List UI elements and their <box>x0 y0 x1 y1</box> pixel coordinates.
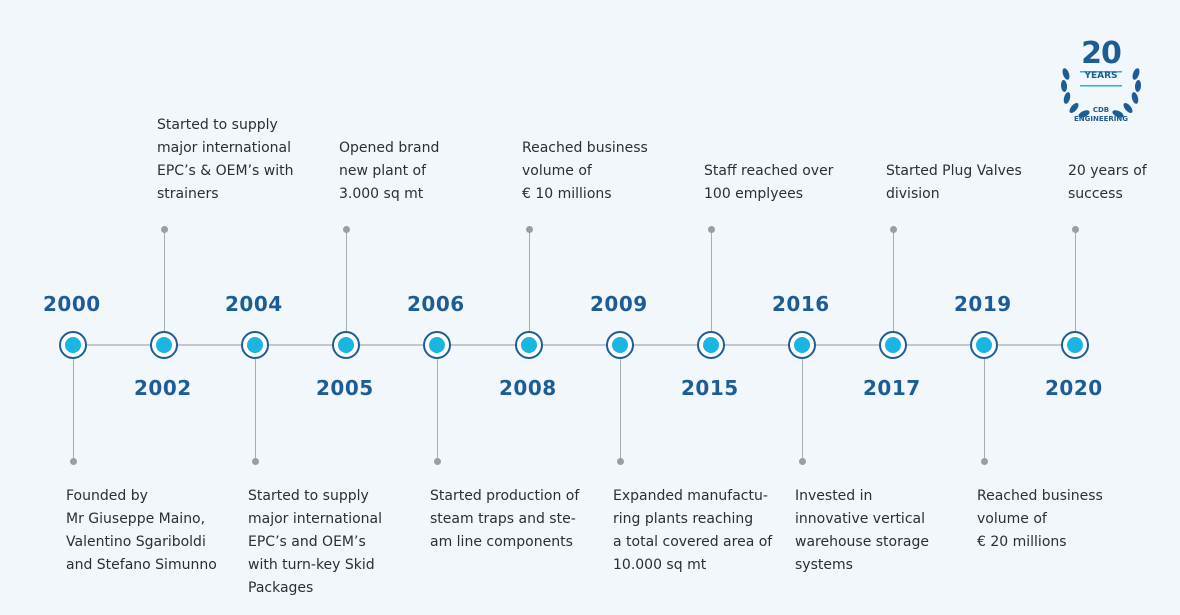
milestone-description: Invested in innovative vertical warehous… <box>795 488 929 573</box>
milestone-connector <box>73 359 74 461</box>
milestone-description: Started to supply major international EP… <box>157 117 294 202</box>
milestone-endpoint <box>890 226 897 233</box>
milestone-endpoint <box>252 458 259 465</box>
milestone-description: Staff reached over 100 emplyees <box>704 163 834 202</box>
milestone-endpoint <box>1072 226 1079 233</box>
milestone-connector <box>984 359 985 461</box>
timeline-axis <box>72 344 1074 346</box>
milestone-endpoint <box>526 226 533 233</box>
milestone-description: 20 years of success <box>1068 163 1147 202</box>
milestone-year: 2000 <box>43 292 101 316</box>
milestone-connector <box>346 229 347 331</box>
milestone-node <box>788 331 816 359</box>
badge-company-name: CDB ENGINEERING <box>1073 106 1128 123</box>
milestone-description: Expanded manufactu- ring plants reaching… <box>613 488 773 573</box>
anniversary-badge: 20 YEARS CDB ENGINEERING <box>1052 36 1150 134</box>
milestone-year: 2017 <box>863 376 921 400</box>
badge-number: 20 <box>1081 36 1122 71</box>
milestone-connector <box>620 359 621 461</box>
milestone-description: Reached business volume of € 20 millions <box>977 488 1103 550</box>
milestone-node <box>241 331 269 359</box>
badge-years-label: YEARS <box>1084 71 1118 81</box>
milestone-connector <box>802 359 803 461</box>
milestone-connector <box>893 229 894 331</box>
milestone-connector <box>255 359 256 461</box>
milestone-year: 2015 <box>681 376 739 400</box>
milestone-description: Started production of steam traps and st… <box>430 488 580 550</box>
milestone-connector <box>529 229 530 331</box>
milestone-endpoint <box>343 226 350 233</box>
milestone-connector <box>1075 229 1076 331</box>
milestone-year: 2020 <box>1045 376 1103 400</box>
milestone-endpoint <box>434 458 441 465</box>
milestone-endpoint <box>161 226 168 233</box>
milestone-endpoint <box>981 458 988 465</box>
milestone-description: Started to supply major international EP… <box>248 488 382 596</box>
milestone-year: 2005 <box>316 376 374 400</box>
milestone-node <box>59 331 87 359</box>
laurel-wreath-icon <box>1060 68 1142 118</box>
milestone-description: Founded by Mr Giuseppe Maino, Valentino … <box>66 488 217 573</box>
milestone-endpoint <box>617 458 624 465</box>
milestone-description: Reached business volume of € 10 millions <box>522 140 648 202</box>
milestone-endpoint <box>70 458 77 465</box>
milestone-node <box>515 331 543 359</box>
milestone-node <box>423 331 451 359</box>
milestone-node <box>150 331 178 359</box>
milestone-node <box>606 331 634 359</box>
milestone-endpoint <box>799 458 806 465</box>
milestone-year: 2006 <box>407 292 465 316</box>
milestone-year: 2008 <box>499 376 557 400</box>
milestone-description: Opened brand new plant of 3.000 sq mt <box>339 140 440 202</box>
milestone-connector <box>711 229 712 331</box>
milestone-node <box>970 331 998 359</box>
milestone-connector <box>164 229 165 331</box>
milestone-node <box>1061 331 1089 359</box>
milestone-node <box>879 331 907 359</box>
milestone-year: 2016 <box>772 292 830 316</box>
milestone-endpoint <box>708 226 715 233</box>
milestone-year: 2019 <box>954 292 1012 316</box>
milestone-description: Started Plug Valves division <box>886 163 1022 202</box>
milestone-connector <box>437 359 438 461</box>
milestone-year: 2009 <box>590 292 648 316</box>
milestone-year: 2004 <box>225 292 283 316</box>
milestone-year: 2002 <box>134 376 192 400</box>
milestone-node <box>697 331 725 359</box>
milestone-node <box>332 331 360 359</box>
